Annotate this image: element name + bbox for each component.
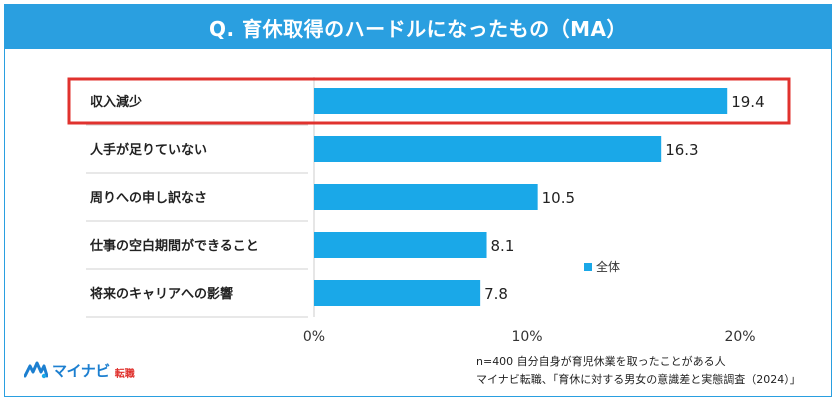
sample-note: n=400 自分自身が育児休業を取ったことがある人: [476, 355, 726, 368]
highlight-box: [67, 77, 791, 125]
chart-frame: Q. 育休取得のハードルになったもの（MA）: [4, 4, 832, 397]
category-label: 収入減少: [90, 94, 142, 110]
legend-swatch: [584, 262, 592, 271]
logo-sub: 転職: [114, 368, 135, 380]
data-label: 7.8: [484, 285, 508, 303]
data-label: 16.3: [665, 141, 698, 159]
data-label: 10.5: [542, 189, 575, 207]
chart-title: Q. 育休取得のハードルになったもの（MA）: [5, 5, 831, 49]
bar: [314, 184, 538, 210]
mynavi-logo: マイナビ 転職: [24, 358, 135, 382]
bar: [314, 232, 487, 258]
category-label: 将来のキャリアへの影響: [90, 286, 233, 302]
logo-brand: マイナビ: [52, 361, 110, 380]
category-label: 周りへの申し訳なさ: [90, 190, 207, 206]
data-label: 19.4: [731, 93, 764, 111]
data-label: 8.1: [491, 237, 515, 255]
legend-label: 全体: [596, 260, 621, 274]
x-tick-label: 0%: [303, 329, 325, 345]
source-note: n=400 自分自身が育児休業を取ったことがある人 マイナビ転職、「育休に対する…: [476, 353, 801, 389]
category-label: 人手が足りていない: [90, 142, 207, 158]
x-tick-label: 10%: [511, 329, 542, 345]
legend: 全体: [584, 258, 620, 275]
category-label: 仕事の空白期間ができること: [89, 238, 259, 254]
bar: [314, 136, 662, 162]
bar: [314, 280, 481, 306]
source-citation: マイナビ転職、「育休に対する男女の意識差と実態調査（2024）」: [476, 373, 801, 386]
bar: [314, 88, 728, 114]
mynavi-logo-icon: [24, 361, 48, 379]
x-tick-label: 20%: [724, 329, 755, 345]
